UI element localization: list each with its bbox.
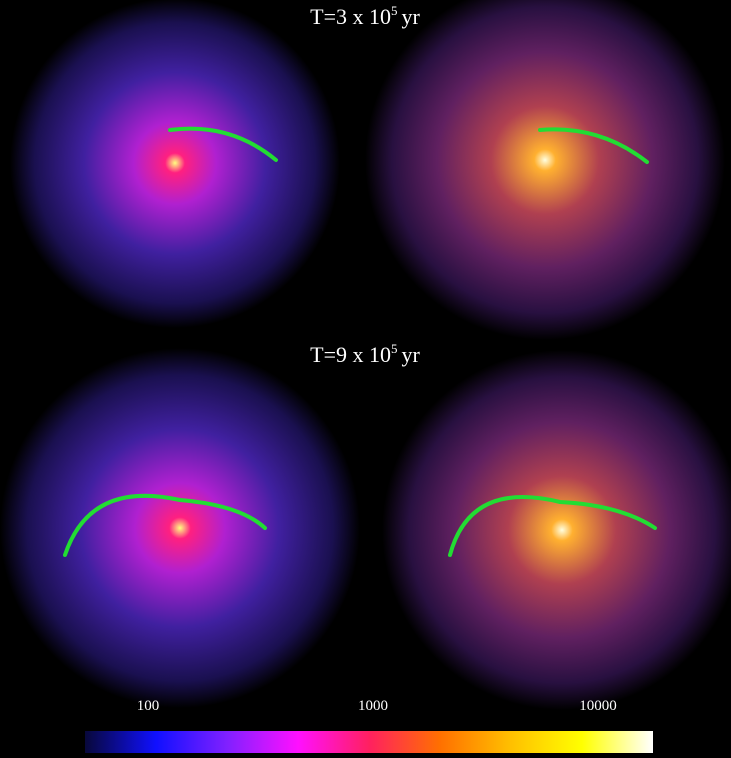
temperature-map [365, 0, 725, 340]
title-unit: yr [402, 4, 421, 29]
panel-title: T=3 x 105 yr [310, 3, 420, 29]
title-text: T=9 x 10 [310, 342, 391, 367]
title-exponent: 5 [391, 341, 398, 356]
orbit-track [538, 127, 649, 164]
title-unit: yr [402, 342, 421, 367]
density-map [10, 0, 340, 328]
panel-title: T=9 x 105 yr [310, 341, 420, 367]
colorbar-tick-label: 1000 [358, 698, 388, 714]
colorbar-tick-label: 10000 [579, 698, 617, 714]
colorbar [85, 731, 653, 753]
simulation-panels [0, 0, 731, 710]
title-text: T=3 x 10 [310, 4, 391, 29]
orbit-track [448, 495, 657, 557]
temperature-map [382, 350, 731, 710]
colorbar-tick-label: 100 [137, 698, 160, 714]
orbit-track [63, 493, 267, 557]
density-map [0, 348, 360, 708]
title-exponent: 5 [391, 3, 398, 18]
orbit-track [168, 126, 278, 162]
